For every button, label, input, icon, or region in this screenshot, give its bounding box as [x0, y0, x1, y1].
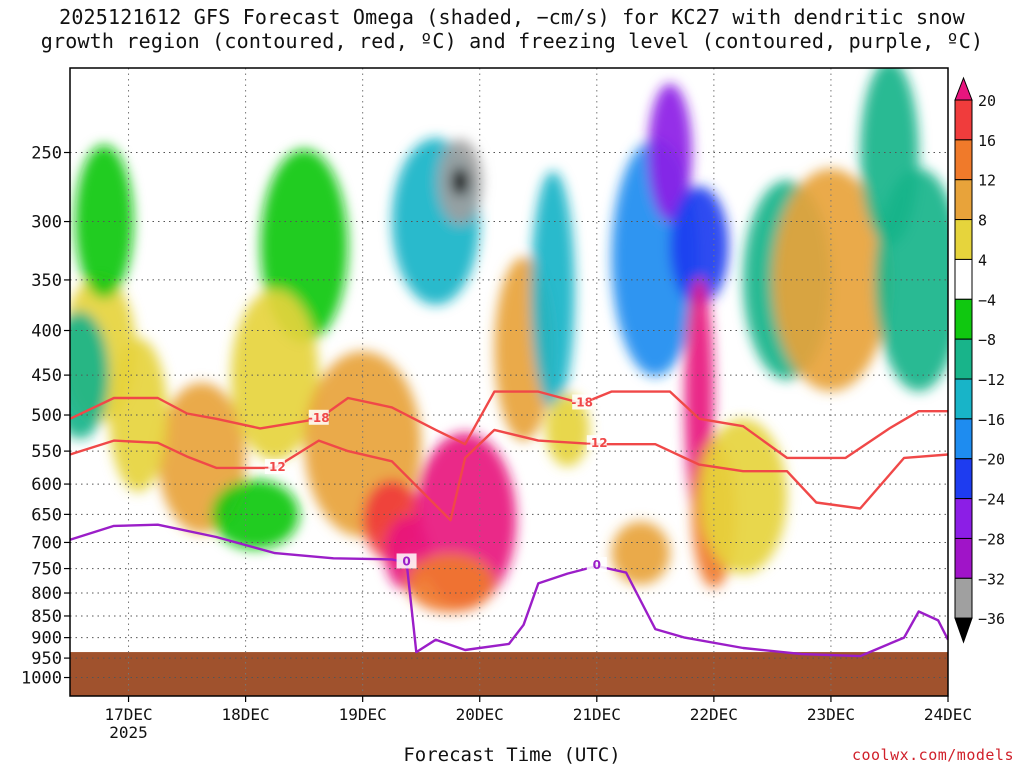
- colorbar-swatch: [954, 298, 973, 340]
- colorbar-swatch: [954, 418, 973, 460]
- contour-label-bg: [586, 435, 607, 451]
- x-tick-label: 17DEC: [104, 705, 152, 724]
- y-tick-label: 850: [31, 607, 62, 627]
- y-tick-label: 800: [31, 584, 62, 604]
- contour-label-bg: [308, 409, 329, 425]
- y-axis: 2503003504004505005506006507007508008509…: [21, 144, 70, 689]
- y-tick-label: 500: [31, 406, 62, 426]
- contour-label: 0: [402, 554, 410, 568]
- x-tick-label: 19DEC: [339, 705, 387, 724]
- x-tick-label: 23DEC: [807, 705, 855, 724]
- terrain-fill: [70, 652, 948, 696]
- colorbar-swatch: [954, 537, 973, 579]
- omega-blob: [530, 171, 575, 411]
- colorbar-label: 8: [978, 212, 987, 230]
- contour-label-bg: [586, 557, 607, 573]
- colorbar-label: −28: [978, 530, 1005, 548]
- chart-title-line-1: 2025121612 GFS Forecast Omega (shaded, −…: [59, 5, 965, 29]
- chart-title-line-2: growth region (contoured, red, ºC) and f…: [40, 29, 984, 53]
- contour-label-bg: [396, 553, 417, 569]
- colorbar-swatch: [954, 219, 973, 260]
- contour-line: [70, 390, 948, 460]
- colorbar-label: −36: [978, 610, 1005, 628]
- contour-label: -12: [264, 460, 286, 474]
- omega-blob: [109, 338, 168, 492]
- colorbar-swatch: [954, 458, 973, 500]
- contour-line: [70, 428, 948, 522]
- colorbar-swatch: [954, 139, 973, 181]
- omega-blob: [669, 186, 729, 306]
- colorbar-swatch: [954, 99, 973, 141]
- y-tick-label: 350: [31, 271, 62, 291]
- contour-label: 0: [593, 558, 601, 572]
- y-tick-label: 300: [31, 213, 62, 233]
- terrain-surface: [70, 652, 948, 696]
- x-tick-label: 24DEC: [924, 705, 972, 724]
- y-tick-label: 550: [31, 442, 62, 462]
- colorbar-label: 20: [978, 92, 996, 110]
- omega-blob: [70, 311, 110, 439]
- x-tick-label: 20DEC: [456, 705, 504, 724]
- contour-label: -18: [571, 395, 593, 409]
- omega-blob: [451, 167, 470, 196]
- colorbar-swatch: [954, 498, 973, 539]
- credit-text: coolwx.com/models: [851, 746, 1014, 764]
- omega-blob: [699, 419, 788, 574]
- colorbar-swatch: [954, 258, 973, 300]
- colorbar-label: 4: [978, 251, 987, 269]
- y-tick-label: 400: [31, 322, 62, 342]
- x-year-label: 2025: [109, 723, 148, 742]
- colorbar-label: −20: [978, 451, 1005, 469]
- contour-label-bg: [572, 394, 593, 410]
- colorbar-label: −32: [978, 570, 1005, 588]
- colorbar-swatch: [954, 378, 973, 420]
- contour-line: [70, 523, 948, 658]
- colorbar-label: −12: [978, 371, 1005, 389]
- y-tick-label: 650: [31, 505, 62, 525]
- colorbar-label: 16: [978, 132, 996, 150]
- y-tick-label: 700: [31, 533, 62, 553]
- colorbar-top-arrow: [954, 76, 973, 101]
- x-tick-label: 21DEC: [573, 705, 621, 724]
- colorbar-swatch: [954, 179, 973, 221]
- contour-label: -18: [308, 411, 330, 425]
- x-tick-label: 18DEC: [222, 705, 270, 724]
- contours: -18 -18 -12 -12 0 0: [70, 390, 948, 658]
- colorbar-label: −24: [978, 491, 1005, 509]
- y-tick-label: 750: [31, 560, 62, 580]
- grid: [70, 68, 949, 696]
- y-tick-label: 600: [31, 475, 62, 495]
- omega-blob: [211, 479, 300, 550]
- colorbar-swatch: [954, 338, 973, 380]
- omega-blob: [772, 168, 890, 392]
- x-tick-label: 22DEC: [690, 705, 738, 724]
- colorbar-bottom-arrow: [954, 617, 973, 644]
- contour-label: -12: [586, 436, 608, 450]
- y-tick-label: 900: [31, 629, 62, 649]
- omega-blob: [860, 68, 919, 246]
- colorbar-label: −4: [978, 291, 996, 309]
- y-tick-label: 950: [31, 649, 62, 669]
- y-tick-label: 450: [31, 366, 62, 386]
- colorbar-label: −16: [978, 411, 1005, 429]
- omega-blob: [545, 393, 590, 467]
- colorbar-label: 12: [978, 172, 996, 190]
- plot-frame: [69, 67, 949, 697]
- contour-label-bg: [264, 458, 285, 474]
- colorbar-label: −8: [978, 331, 996, 349]
- x-axis-label: Forecast Time (UTC): [403, 744, 621, 766]
- y-tick-label: 250: [31, 144, 62, 164]
- colorbar-swatch: [954, 577, 973, 619]
- y-tick-label: 1000: [21, 669, 62, 689]
- omega-blob: [406, 554, 495, 613]
- colorbar: 20 16 12 8 4 −4 −8 −12 −16 −20 −24 −28 −32 −36: [954, 76, 1005, 644]
- omega-blob: [611, 521, 670, 585]
